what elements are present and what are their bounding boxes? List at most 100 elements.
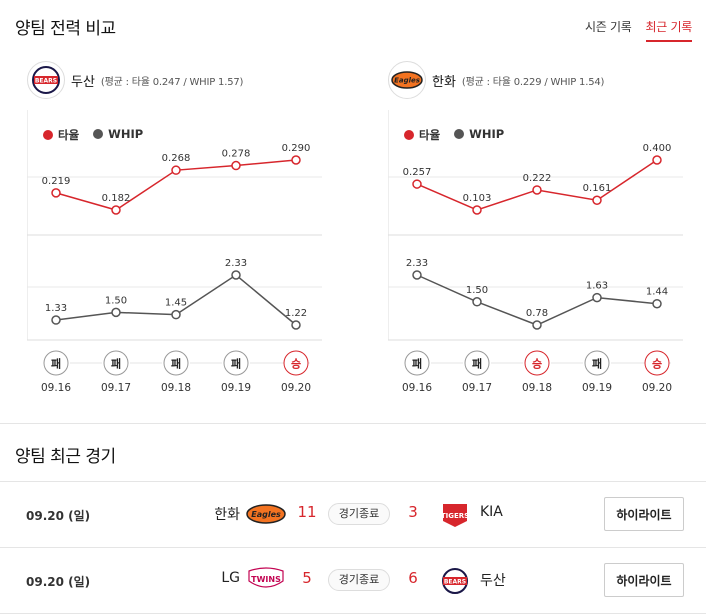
home-team-name: LG	[221, 570, 240, 586]
game-date: 09.20 (일)	[26, 509, 91, 523]
avg-data-point	[592, 195, 602, 205]
whip-data-label: 1.44	[646, 287, 668, 298]
highlight-button[interactable]: 하이라이트	[604, 497, 684, 531]
result-label: 승	[652, 358, 662, 371]
team-panel-doosan: BEARS 두산 (평균 : 타율 0.247 / WHIP 1.57) 타율 W…	[27, 60, 327, 400]
whip-data-label: 0.78	[526, 308, 548, 319]
away-score: 3	[408, 503, 418, 521]
result-label: 패	[592, 357, 602, 371]
lg-twins-logo-icon: TWINS	[248, 567, 284, 588]
x-tick-label: 09.16	[41, 382, 71, 394]
result-badge	[584, 350, 610, 376]
legend-avg-label: 타율	[58, 128, 80, 142]
avg-data-point	[652, 155, 662, 165]
avg-data-point	[231, 160, 241, 171]
team-name: 한화	[432, 74, 456, 90]
legend-whip-dot	[93, 129, 104, 139]
result-label: 패	[171, 357, 181, 371]
avg-series-line	[416, 159, 658, 211]
avg-data-label: 0.268	[162, 153, 191, 164]
avg-data-label: 0.290	[282, 143, 311, 154]
game-row: 09.20 (일) 한화 Eagles 11 경기종료 3 TIGERS KIA…	[0, 482, 706, 548]
result-badge	[283, 350, 309, 376]
away-score: 6	[408, 569, 418, 587]
kia-tigers-logo-icon: TIGERS	[441, 504, 469, 527]
legend-whip-label: WHIP	[469, 127, 505, 141]
home-score: 5	[302, 569, 312, 587]
highlight-button[interactable]: 하이라이트	[604, 563, 684, 597]
result-badge	[163, 350, 189, 376]
result-label: 패	[51, 357, 61, 371]
whip-data-label: 1.63	[586, 281, 608, 292]
home-score: 11	[297, 503, 317, 521]
svg-text:BEARS: BEARS	[444, 579, 466, 586]
result-label: 승	[532, 358, 542, 371]
games-top-divider	[0, 481, 706, 482]
whip-data-point	[111, 307, 121, 318]
whip-data-label: 2.33	[225, 258, 247, 269]
result-label: 패	[111, 357, 121, 371]
hanwha-eagles-logo-icon: Eagles	[388, 61, 426, 99]
avg-data-point	[291, 155, 301, 165]
whip-data-point	[412, 270, 422, 280]
whip-data-point	[592, 292, 602, 303]
avg-data-point	[532, 185, 542, 195]
whip-data-point	[231, 270, 241, 280]
team-panel-hanwha: Eagles 한화 (평균 : 타율 0.229 / WHIP 1.54) 타율 …	[388, 60, 688, 400]
game-status-badge: 경기종료	[328, 503, 390, 525]
whip-data-label: 1.45	[165, 298, 187, 309]
whip-data-label: 1.50	[466, 285, 488, 296]
whip-data-label: 1.33	[45, 303, 67, 314]
avg-data-label: 0.278	[222, 149, 251, 160]
home-team-name: 한화	[214, 507, 240, 523]
whip-data-point	[652, 298, 662, 309]
team-name: 두산	[71, 74, 95, 90]
svg-text:Eagles: Eagles	[394, 77, 420, 85]
x-tick-label: 09.17	[462, 382, 492, 394]
avg-data-label: 0.182	[102, 193, 131, 204]
legend-avg: 타율	[404, 127, 440, 143]
x-tick-label: 09.19	[582, 382, 612, 394]
svg-text:Eagles: Eagles	[251, 510, 281, 519]
result-badge	[524, 350, 550, 376]
avg-data-label: 0.103	[463, 193, 492, 204]
result-badge	[404, 350, 430, 376]
chart-legend: 타율 WHIP	[43, 127, 143, 143]
section-title-recent: 양팀 최근 경기	[15, 447, 116, 467]
avg-data-point	[412, 179, 422, 189]
avg-data-label: 0.219	[42, 176, 71, 187]
result-badge	[223, 350, 249, 376]
team-header: BEARS 두산 (평균 : 타율 0.247 / WHIP 1.57)	[27, 60, 243, 100]
legend-avg-label: 타율	[419, 128, 441, 142]
svg-text:TWINS: TWINS	[251, 575, 281, 584]
team-average: (평균 : 타율 0.247 / WHIP 1.57)	[100, 76, 244, 88]
avg-data-label: 0.161	[583, 183, 612, 194]
whip-data-point	[51, 315, 61, 325]
avg-data-label: 0.222	[523, 173, 552, 184]
result-label: 패	[412, 357, 422, 371]
chart-legend: 타율 WHIP	[404, 127, 504, 143]
x-tick-label: 09.20	[281, 382, 311, 394]
result-label: 패	[472, 357, 482, 371]
team-header: Eagles 한화 (평균 : 타율 0.229 / WHIP 1.54)	[388, 60, 604, 100]
result-badge	[43, 350, 69, 376]
whip-data-point	[472, 297, 482, 307]
result-label: 패	[231, 357, 241, 371]
tab-season-record[interactable]: 시즌 기록	[585, 20, 632, 34]
line-chart-hanwha: 0.257 0.103 0.222 0.161 0.400 2.33 1.50 0.78 1.6…	[388, 110, 683, 394]
whip-data-label: 1.50	[105, 295, 127, 306]
record-tabs: 시즌 기록 최근 기록	[585, 18, 692, 42]
tab-recent-record[interactable]: 최근 기록	[645, 18, 692, 42]
x-tick-label: 09.18	[161, 382, 191, 394]
svg-text:TIGERS: TIGERS	[441, 512, 469, 520]
whip-data-point	[171, 309, 181, 320]
svg-text:BEARS: BEARS	[35, 78, 57, 85]
avg-data-label: 0.400	[643, 143, 672, 154]
avg-data-label: 0.257	[403, 167, 432, 178]
x-tick-label: 09.19	[221, 382, 251, 394]
x-tick-label: 09.18	[522, 382, 552, 394]
game-date: 09.20 (일)	[26, 575, 91, 589]
x-tick-label: 09.16	[402, 382, 432, 394]
game-row: 09.20 (일) LG TWINS 5 경기종료 6 BEARS 두산 하이라…	[0, 548, 706, 614]
team-average: (평균 : 타율 0.229 / WHIP 1.54)	[461, 76, 605, 88]
